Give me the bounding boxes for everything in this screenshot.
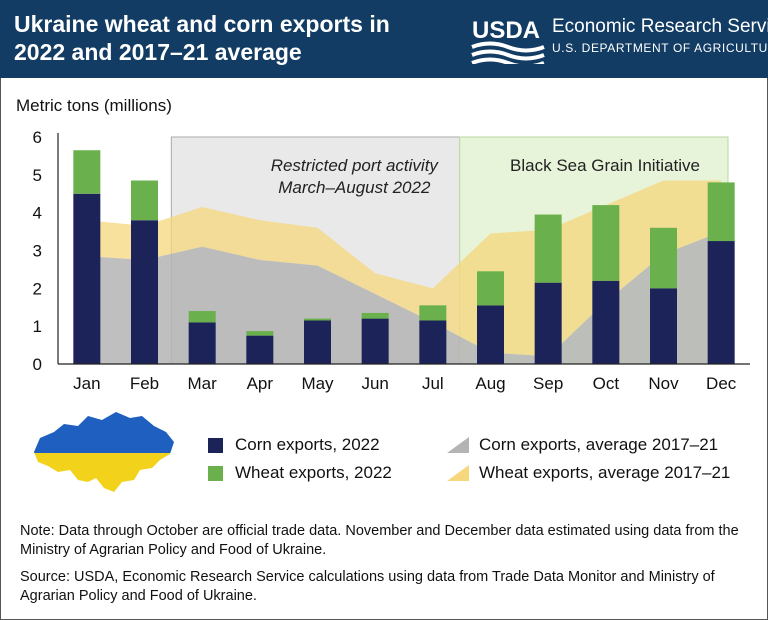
y-tick-label: 1 [33,317,42,336]
chart-plot: 0 1 2 3 4 5 6 Jan Feb Mar Apr May Jun Jul Aug Sep Oct Nov… [33,128,750,393]
x-tick-label-may: May [301,374,334,393]
x-tick-label-feb: Feb [130,374,159,393]
restricted-label-line2: March–August 2022 [278,178,431,197]
average-areas [86,180,722,364]
bar-corn-apr [246,335,274,364]
x-tick-label-jan: Jan [73,374,100,393]
y-tick-label: 5 [33,166,42,185]
bar-wheat-dec [707,182,735,242]
department-name: U.S. DEPARTMENT OF AGRICULTURE [552,41,768,55]
bar-wheat-may [304,318,331,321]
legend-item-3: Corn exports, average 2017–21 [447,435,718,455]
bar-corn-jan [73,193,101,364]
source-text: Source: USDA, Economic Research Service … [20,569,715,604]
annotation-labels: Restricted port activity March–August 202… [271,156,700,197]
bar-corn-feb [131,220,158,364]
usda-logo-icon: USDA [471,17,545,64]
bar-wheat-jan [73,150,101,194]
header-bar: Ukraine wheat and corn exports in 2022 a… [0,0,768,78]
legend-triangle-3 [447,437,469,453]
legend-triangle-4 [447,465,469,481]
ukraine-map-icon [34,412,174,492]
bar-corn-mar [188,322,216,364]
legend-swatch-2 [208,465,223,481]
x-tick-label-jun: Jun [361,374,388,393]
bar-corn-dec [707,241,735,364]
bar-wheat-feb [131,180,158,221]
bar-series [73,150,735,364]
bar-wheat-nov [650,227,677,289]
x-tick-label-oct: Oct [593,374,620,393]
bar-corn-aug [477,305,504,364]
bar-wheat-aug [477,271,504,306]
legend-swatch-1 [208,437,223,453]
usda-logo-text: USDA [472,17,540,44]
restricted-label-line1: Restricted port activity [271,156,440,175]
wheat-average-area [86,180,722,357]
bar-wheat-apr [246,331,274,336]
axes: 0 1 2 3 4 5 6 Jan Feb Mar Apr May Jun Jul Aug Sep Oct Nov… [33,128,750,393]
y-tick-label: 4 [33,204,42,223]
legend-label-4: Wheat exports, average 2017–21 [479,463,731,482]
bar-wheat-oct [592,205,620,281]
x-tick-label-nov: Nov [648,374,679,393]
x-tick-label-apr: Apr [247,374,274,393]
note-text: Note: Data through October are official … [20,523,739,558]
agency-name: Economic Research Service [552,16,768,37]
legend-label-1: Corn exports, 2022 [235,435,380,454]
x-tick-label-sep: Sep [533,374,563,393]
x-tick-label-dec: Dec [706,374,737,393]
bar-corn-nov [650,288,677,364]
x-tick-label-aug: Aug [475,374,505,393]
bar-wheat-sep [534,214,562,283]
bar-wheat-mar [188,311,216,323]
bar-corn-oct [592,280,620,364]
corn-average-area [86,231,722,364]
chart-title: Ukraine wheat and corn exports in 2022 a… [14,11,390,65]
y-tick-label: 0 [33,355,42,374]
x-tick-label-mar: Mar [188,374,218,393]
legend-item-2: Wheat exports, 2022 [208,463,392,483]
bar-wheat-jul [419,305,447,321]
legend-label-3: Corn exports, average 2017–21 [479,435,719,454]
legend-label-2: Wheat exports, 2022 [235,463,392,482]
bar-corn-may [304,320,331,364]
bar-corn-jul [419,320,447,364]
bar-corn-sep [534,282,562,364]
bar-corn-jun [361,318,389,364]
y-tick-label: 6 [33,128,42,147]
x-tick-label-jul: Jul [422,374,444,393]
legend-item-1: Corn exports, 2022 [208,435,380,455]
grain-initiative-label: Black Sea Grain Initiative [510,156,700,175]
y-tick-label: 3 [33,242,42,261]
y-tick-label: 2 [33,279,42,298]
bar-wheat-jun [361,312,389,319]
legend-item-4: Wheat exports, average 2017–21 [447,463,730,483]
y-axis-title: Metric tons (millions) [16,96,172,115]
